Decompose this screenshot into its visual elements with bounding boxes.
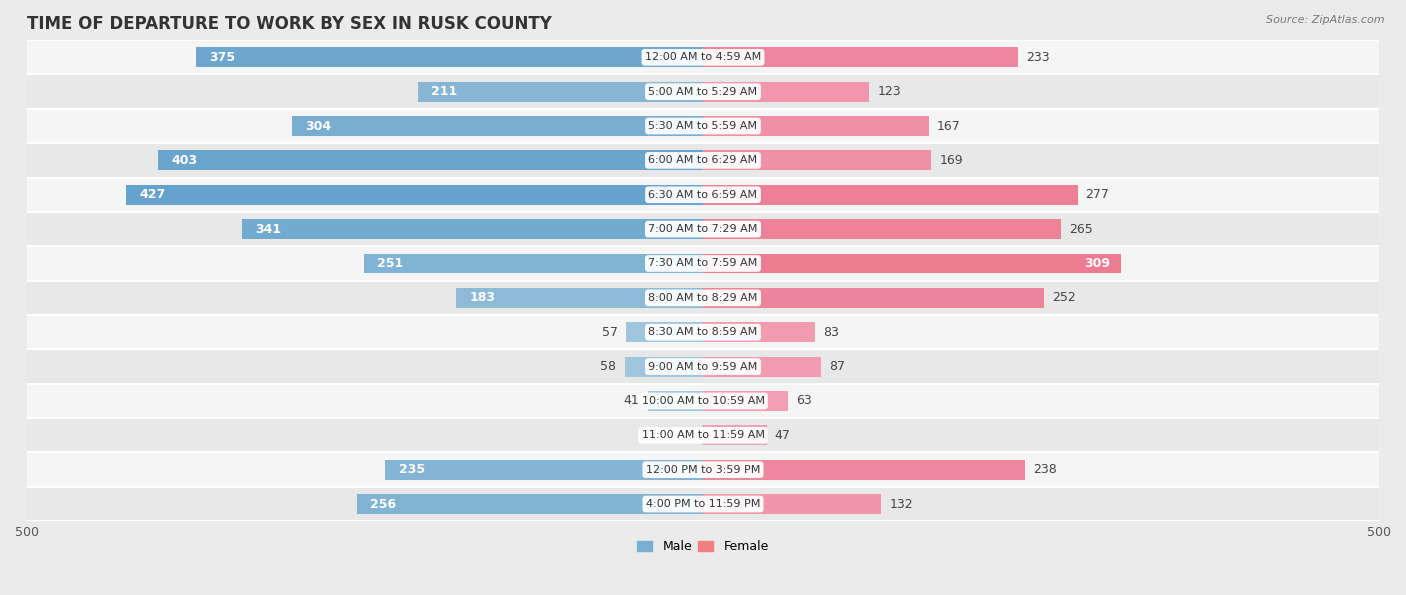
Text: 10:00 AM to 10:59 AM: 10:00 AM to 10:59 AM [641,396,765,406]
Text: 265: 265 [1070,223,1092,236]
Text: 9:00 AM to 9:59 AM: 9:00 AM to 9:59 AM [648,362,758,371]
Text: 7:30 AM to 7:59 AM: 7:30 AM to 7:59 AM [648,258,758,268]
Bar [242,219,703,239]
Bar [27,246,1379,281]
Bar [157,151,703,170]
Bar [703,253,1121,274]
Bar [703,322,815,342]
Bar [27,418,1379,452]
Text: 83: 83 [824,325,839,339]
Bar [703,494,882,514]
Text: 7:00 AM to 7:29 AM: 7:00 AM to 7:29 AM [648,224,758,234]
Text: 47: 47 [775,429,790,442]
Text: 8:30 AM to 8:59 AM: 8:30 AM to 8:59 AM [648,327,758,337]
Bar [703,48,1018,67]
Bar [27,315,1379,349]
Bar [626,322,703,342]
Text: 87: 87 [828,360,845,373]
Text: 251: 251 [377,257,404,270]
Bar [703,460,1025,480]
Bar [703,82,869,102]
Text: 123: 123 [877,85,901,98]
Bar [27,109,1379,143]
Bar [648,391,703,411]
Bar [624,356,703,377]
Text: TIME OF DEPARTURE TO WORK BY SEX IN RUSK COUNTY: TIME OF DEPARTURE TO WORK BY SEX IN RUSK… [27,15,553,33]
Bar [27,349,1379,384]
Text: 12:00 PM to 3:59 PM: 12:00 PM to 3:59 PM [645,465,761,475]
Text: 5:30 AM to 5:59 AM: 5:30 AM to 5:59 AM [648,121,758,131]
Bar [27,384,1379,418]
Bar [703,185,1077,205]
Bar [27,487,1379,521]
Text: 403: 403 [172,154,198,167]
Bar [27,177,1379,212]
Text: 5:00 AM to 5:29 AM: 5:00 AM to 5:29 AM [648,87,758,96]
Text: 183: 183 [470,292,495,305]
Bar [703,425,766,445]
Text: 12:00 AM to 4:59 AM: 12:00 AM to 4:59 AM [645,52,761,62]
Bar [27,74,1379,109]
Text: 57: 57 [602,325,617,339]
Bar [703,219,1062,239]
Text: 4:00 PM to 11:59 PM: 4:00 PM to 11:59 PM [645,499,761,509]
Bar [292,116,703,136]
Bar [385,460,703,480]
Bar [703,288,1043,308]
Text: 375: 375 [209,51,236,64]
Bar [418,82,703,102]
Text: 304: 304 [305,120,332,133]
Text: 11:00 AM to 11:59 AM: 11:00 AM to 11:59 AM [641,430,765,440]
Text: 309: 309 [1084,257,1109,270]
Bar [703,116,929,136]
Text: 63: 63 [796,394,813,408]
Text: 211: 211 [432,85,457,98]
Bar [27,212,1379,246]
Text: Source: ZipAtlas.com: Source: ZipAtlas.com [1267,15,1385,25]
Text: 169: 169 [939,154,963,167]
Text: 58: 58 [600,360,616,373]
Text: 341: 341 [256,223,281,236]
Text: 132: 132 [890,497,914,511]
Bar [27,452,1379,487]
Bar [703,356,821,377]
Text: 277: 277 [1085,188,1109,201]
Text: 8:00 AM to 8:29 AM: 8:00 AM to 8:29 AM [648,293,758,303]
Bar [703,391,789,411]
Bar [27,40,1379,74]
Text: 41: 41 [624,394,640,408]
Text: 238: 238 [1033,463,1057,476]
Bar [357,494,703,514]
Text: 256: 256 [370,497,396,511]
Bar [703,151,932,170]
Text: 6:30 AM to 6:59 AM: 6:30 AM to 6:59 AM [648,190,758,200]
Text: 235: 235 [399,463,425,476]
Text: 167: 167 [936,120,960,133]
Bar [456,288,703,308]
Text: 427: 427 [139,188,166,201]
Legend: Male, Female: Male, Female [633,536,773,558]
Text: 233: 233 [1026,51,1050,64]
Bar [195,48,703,67]
Bar [27,281,1379,315]
Text: 6:00 AM to 6:29 AM: 6:00 AM to 6:29 AM [648,155,758,165]
Bar [27,143,1379,177]
Text: 1: 1 [686,429,693,442]
Bar [364,253,703,274]
Bar [125,185,703,205]
Text: 252: 252 [1052,292,1076,305]
